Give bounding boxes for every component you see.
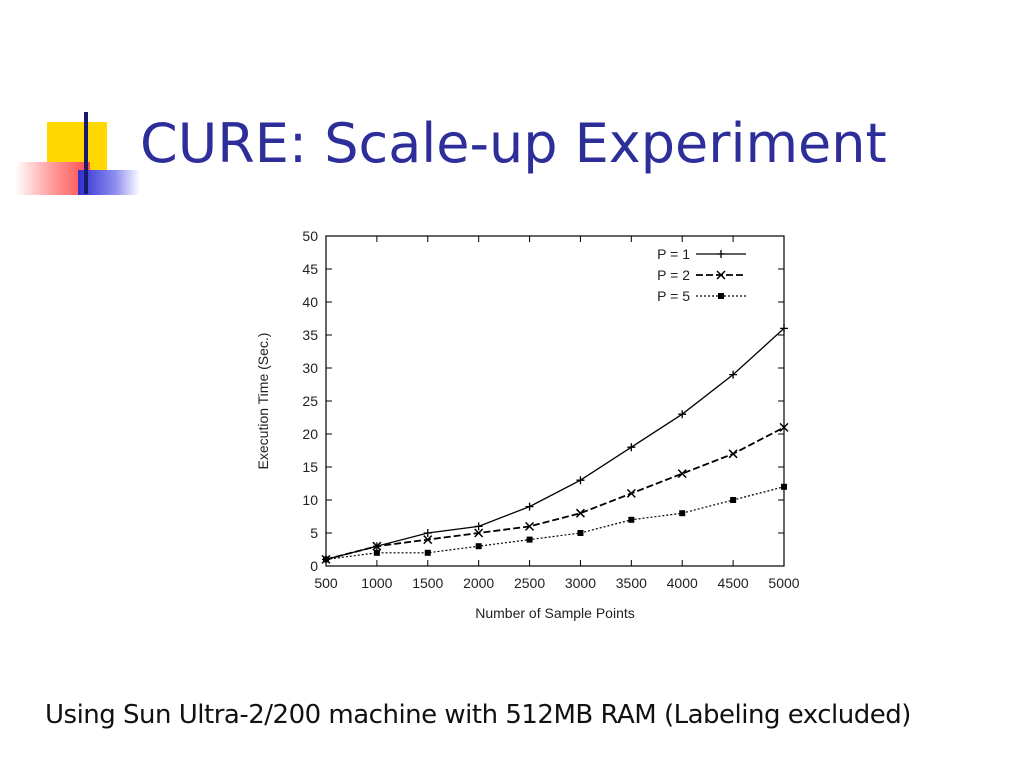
data-point <box>780 324 788 333</box>
slide-caption: Using Sun Ultra-2/200 machine with 512MB… <box>45 700 911 730</box>
x-tick-label: 4000 <box>667 575 698 591</box>
data-point <box>323 556 329 563</box>
slide-logo-decoration <box>15 112 140 195</box>
y-tick-label: 10 <box>302 492 318 508</box>
x-tick-label: 5000 <box>768 575 799 591</box>
data-point <box>423 529 432 537</box>
data-point <box>729 370 738 379</box>
x-tick-label: 1500 <box>412 575 443 591</box>
data-point <box>575 508 585 518</box>
legend-swatch-marker <box>718 293 724 299</box>
y-tick-label: 40 <box>302 294 318 310</box>
x-axis-label: Number of Sample Points <box>475 605 635 621</box>
legend-label: P = 1 <box>657 246 690 262</box>
data-point <box>424 549 431 556</box>
data-point <box>576 476 585 485</box>
y-tick-label: 30 <box>302 360 318 376</box>
data-point <box>677 469 687 479</box>
data-point <box>627 443 636 452</box>
y-tick-label: 5 <box>310 525 318 541</box>
series-line <box>325 486 785 560</box>
slide-title: CURE: Scale-up Experiment <box>140 112 887 175</box>
data-point <box>626 488 636 498</box>
x-tick-label: 2000 <box>463 575 494 591</box>
data-point <box>373 549 380 556</box>
y-tick-label: 20 <box>302 426 318 442</box>
line-chart: 500 1000 1500 2000 2500 3000 3500 4000 4500 5000 0… <box>255 228 800 621</box>
logo-red-bar <box>15 162 90 195</box>
series-line <box>325 426 785 561</box>
data-point <box>423 535 433 545</box>
x-tick-label: 2500 <box>514 575 545 591</box>
data-point <box>679 510 686 517</box>
y-tick-label: 15 <box>302 459 318 475</box>
data-point <box>781 483 787 490</box>
y-tick-label: 35 <box>302 327 318 343</box>
series-1 <box>322 324 788 564</box>
data-point <box>474 528 484 538</box>
legend-label: P = 2 <box>657 267 690 283</box>
data-point <box>526 536 533 543</box>
data-point <box>730 497 737 503</box>
series-3 <box>323 483 787 563</box>
y-tick-label: 50 <box>302 228 318 244</box>
data-point <box>474 522 483 531</box>
data-point <box>372 541 382 551</box>
x-tick-label: 1000 <box>361 575 392 591</box>
y-axis-label: Execution Time (Sec.) <box>255 333 271 470</box>
y-tick-label: 45 <box>302 261 318 277</box>
x-tick-label: 500 <box>314 575 338 591</box>
logo-vertical-line <box>84 112 88 194</box>
data-point <box>525 502 534 511</box>
legend-swatch-marker <box>717 250 725 258</box>
logo-blue-bar <box>78 170 140 195</box>
legend-entry: P = 5 <box>657 288 746 304</box>
legend-label: P = 5 <box>657 288 690 304</box>
plot-frame <box>325 235 785 567</box>
y-tick-label: 25 <box>302 393 318 409</box>
legend-swatch-marker <box>716 270 726 280</box>
series-2 <box>321 422 789 564</box>
x-tick-label: 4500 <box>718 575 749 591</box>
legend-entry: P = 1 <box>657 246 746 262</box>
legend-entry: P = 2 <box>657 267 746 283</box>
data-point <box>525 521 535 531</box>
y-tick-label: 0 <box>310 558 318 574</box>
chart-container: 500 1000 1500 2000 2500 3000 3500 4000 4500 5000 0… <box>240 222 820 642</box>
data-point <box>628 516 635 523</box>
data-point <box>678 410 687 419</box>
x-tick-label: 3000 <box>565 575 596 591</box>
data-point <box>577 530 584 536</box>
series-line <box>325 327 785 561</box>
data-point <box>728 449 738 459</box>
data-point <box>779 422 789 432</box>
x-tick-label: 3500 <box>616 575 647 591</box>
data-point <box>475 543 482 550</box>
